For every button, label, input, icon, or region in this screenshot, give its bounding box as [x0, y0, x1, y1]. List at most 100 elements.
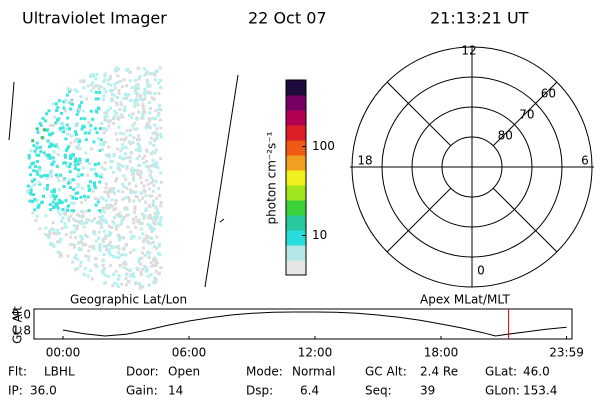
pixel	[81, 124, 85, 128]
mlt-label: 12	[461, 44, 476, 58]
pixel	[137, 144, 141, 148]
pixel	[98, 209, 102, 213]
pixel	[83, 233, 87, 237]
ring-label: 70	[519, 108, 534, 122]
pixel	[97, 236, 101, 240]
pixel	[86, 84, 90, 88]
pixel	[122, 157, 126, 161]
pixel	[76, 191, 79, 195]
pixel	[82, 86, 86, 90]
pixel	[93, 163, 97, 167]
pixel	[84, 254, 87, 258]
pixel	[124, 276, 128, 280]
pixel	[143, 110, 147, 114]
pixel	[86, 195, 90, 199]
pixel	[148, 119, 152, 123]
pixel	[120, 113, 124, 117]
pixel	[104, 186, 108, 190]
pixel	[139, 176, 143, 180]
pixel	[29, 192, 33, 196]
pixel	[143, 67, 146, 71]
pixel	[120, 219, 124, 223]
pixel	[140, 256, 144, 260]
pixel	[49, 124, 53, 127]
pixel	[116, 224, 120, 228]
pixel	[141, 232, 145, 236]
pixel	[158, 133, 162, 136]
color-step	[286, 260, 306, 276]
pixel	[110, 198, 114, 202]
pixel	[125, 267, 129, 271]
pixel	[151, 189, 155, 193]
color-step	[286, 110, 306, 126]
pixel	[137, 149, 141, 153]
pixel	[115, 103, 119, 107]
pixel	[44, 233, 48, 237]
pixel	[134, 190, 138, 194]
pixel	[133, 205, 137, 209]
pixel	[119, 149, 123, 153]
pixel	[134, 215, 138, 219]
pixel	[122, 78, 126, 82]
pixel	[87, 218, 91, 222]
pixel	[139, 284, 143, 288]
pixel	[114, 101, 118, 105]
pixel	[84, 138, 88, 142]
pixel	[82, 221, 86, 225]
pixel	[89, 147, 93, 151]
pixel	[124, 146, 128, 149]
pixel	[101, 127, 105, 131]
pixel	[80, 200, 83, 204]
pixel	[63, 155, 67, 159]
pixel	[72, 201, 76, 205]
pixel	[36, 130, 40, 134]
pixel	[35, 141, 39, 145]
pixel	[116, 285, 120, 289]
pixel	[148, 224, 152, 228]
pixel	[109, 253, 112, 257]
pixel	[157, 81, 161, 85]
pixel	[100, 147, 104, 151]
color-step	[286, 170, 306, 186]
pixel	[73, 245, 77, 249]
pixel	[146, 70, 150, 74]
pixel	[149, 273, 153, 277]
color-step	[286, 230, 306, 246]
pixel	[114, 199, 118, 203]
pixel	[88, 245, 92, 249]
pixel	[53, 144, 57, 148]
pixel	[158, 118, 162, 122]
pixel	[117, 125, 121, 129]
pixel	[133, 282, 137, 286]
pixel	[141, 196, 145, 200]
pixel	[90, 277, 94, 281]
pixel	[121, 247, 125, 251]
pixel	[85, 221, 89, 225]
pixel	[67, 100, 70, 104]
pixel	[118, 107, 122, 111]
pixel	[122, 262, 126, 266]
pixel	[46, 156, 50, 160]
pixel	[137, 164, 141, 168]
pixel	[46, 184, 49, 188]
pixel	[50, 162, 54, 166]
pixel	[118, 264, 122, 268]
pixel	[135, 94, 139, 98]
pixel	[102, 210, 106, 214]
pixel	[66, 132, 70, 136]
pixel	[56, 210, 60, 214]
pixel	[34, 219, 38, 222]
pixel	[122, 185, 126, 188]
pixel	[100, 165, 104, 169]
pixel	[30, 162, 34, 166]
pixel	[107, 233, 111, 237]
x-tick-label: 23:59	[549, 346, 584, 360]
pixel	[64, 109, 67, 113]
pixel	[119, 253, 123, 257]
pixel	[62, 100, 66, 104]
pixel	[65, 123, 69, 127]
pixel	[146, 223, 150, 227]
pixel	[69, 134, 73, 138]
pixel	[69, 214, 73, 218]
